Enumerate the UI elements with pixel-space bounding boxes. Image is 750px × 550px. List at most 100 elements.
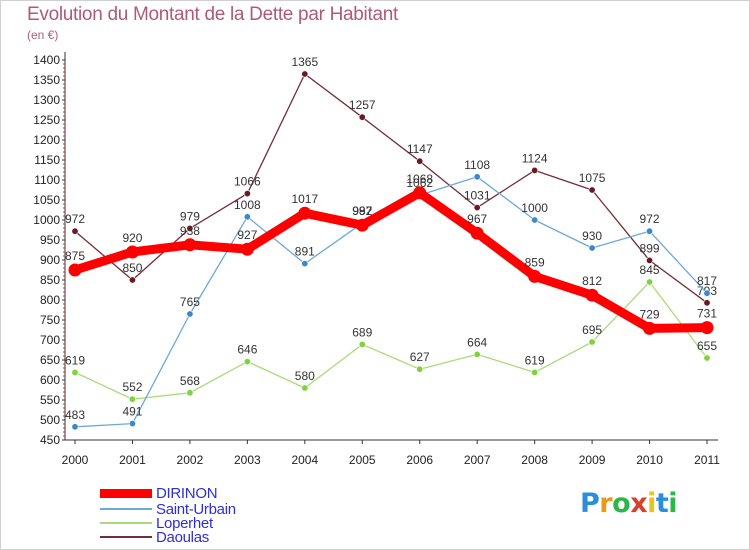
data-label: 927 bbox=[237, 228, 257, 242]
data-label: 731 bbox=[697, 307, 717, 321]
data-label: 1031 bbox=[464, 189, 491, 203]
data-point bbox=[301, 384, 309, 392]
data-point bbox=[585, 288, 599, 302]
data-point bbox=[355, 218, 369, 232]
x-tick-label: 2008 bbox=[521, 453, 548, 467]
legend-label: Saint-Urbain bbox=[156, 500, 236, 518]
legend-swatch bbox=[100, 536, 152, 538]
data-label: 1017 bbox=[291, 192, 318, 206]
data-point bbox=[186, 389, 194, 397]
data-label: 765 bbox=[180, 295, 200, 309]
data-label: 1000 bbox=[521, 201, 548, 215]
data-label: 619 bbox=[65, 353, 85, 367]
data-label: 899 bbox=[640, 241, 660, 255]
data-label: 655 bbox=[697, 339, 717, 353]
y-tick-label: 750 bbox=[40, 313, 60, 327]
x-tick-label: 2002 bbox=[177, 453, 204, 467]
data-label: 1108 bbox=[464, 158, 490, 172]
data-point bbox=[243, 213, 251, 221]
data-point bbox=[358, 113, 366, 121]
legend-swatch bbox=[100, 508, 152, 510]
y-tick-label: 1050 bbox=[33, 193, 60, 207]
logo-letter: i bbox=[668, 488, 678, 519]
x-tick-label: 2010 bbox=[636, 453, 663, 467]
logo-letter: t bbox=[655, 488, 669, 519]
data-point bbox=[531, 216, 539, 224]
y-tick-label: 700 bbox=[40, 333, 60, 347]
data-label: 627 bbox=[410, 350, 430, 364]
data-point bbox=[240, 242, 254, 256]
data-label: 992 bbox=[352, 204, 372, 218]
logo-letter: P bbox=[580, 488, 600, 519]
data-point bbox=[588, 244, 596, 252]
data-label: 1008 bbox=[234, 198, 261, 212]
data-label: 850 bbox=[122, 261, 142, 275]
x-tick-label: 2006 bbox=[406, 453, 433, 467]
legend-swatch bbox=[100, 522, 152, 524]
data-point bbox=[243, 190, 251, 198]
legend-item-saint-urbain: Saint-Urbain bbox=[100, 500, 236, 518]
x-tick-label: 2011 bbox=[694, 453, 720, 467]
x-tick-label: 2004 bbox=[291, 453, 318, 467]
y-tick-label: 550 bbox=[40, 393, 60, 407]
data-point bbox=[646, 227, 654, 235]
data-point bbox=[358, 340, 366, 348]
data-point bbox=[298, 206, 312, 220]
data-point bbox=[646, 256, 654, 264]
data-label: 1365 bbox=[291, 55, 318, 69]
y-tick-label: 1100 bbox=[34, 173, 60, 187]
logo-letter: i bbox=[647, 488, 656, 519]
x-tick-label: 2009 bbox=[579, 453, 606, 467]
y-tick-label: 1000 bbox=[33, 213, 60, 227]
proxiti-logo: Proxiti bbox=[580, 488, 678, 519]
data-label: 552 bbox=[122, 380, 142, 394]
data-label: 891 bbox=[295, 245, 315, 259]
y-tick-label: 450 bbox=[40, 433, 60, 447]
y-tick-label: 500 bbox=[40, 413, 60, 427]
data-point bbox=[186, 224, 194, 232]
data-point bbox=[531, 166, 539, 174]
data-point bbox=[646, 278, 654, 286]
data-point bbox=[473, 173, 481, 181]
data-label: 1257 bbox=[349, 98, 376, 112]
data-point bbox=[128, 276, 136, 284]
data-point bbox=[643, 321, 657, 335]
data-label: 1124 bbox=[522, 151, 548, 165]
data-label: 664 bbox=[467, 335, 487, 349]
data-point bbox=[301, 70, 309, 78]
data-point bbox=[473, 350, 481, 358]
logo-letter: r bbox=[599, 488, 613, 519]
data-point bbox=[416, 157, 424, 165]
y-tick-label: 950 bbox=[40, 233, 60, 247]
legend-item-dirinon: DIRINON bbox=[100, 485, 218, 502]
chart-unit: (en €) bbox=[27, 28, 59, 42]
data-label: 646 bbox=[237, 343, 257, 357]
data-label: 845 bbox=[640, 263, 660, 277]
x-tick-label: 2005 bbox=[349, 453, 376, 467]
data-label: 491 bbox=[122, 405, 142, 419]
data-label: 972 bbox=[65, 212, 85, 226]
legend-label: Loperhet bbox=[156, 514, 213, 532]
y-tick-label: 1150 bbox=[34, 153, 60, 167]
series-line-loperhet bbox=[74, 281, 708, 400]
data-label: 967 bbox=[467, 212, 487, 226]
data-point bbox=[528, 269, 542, 283]
x-tick-label: 2001 bbox=[119, 453, 146, 467]
data-label: 920 bbox=[122, 231, 142, 245]
data-label: 729 bbox=[640, 307, 660, 321]
data-label: 1068 bbox=[406, 172, 433, 186]
y-tick-label: 800 bbox=[40, 293, 60, 307]
series-line-dirinon bbox=[70, 188, 712, 333]
chart-title: Evolution du Montant de la Dette par Hab… bbox=[27, 4, 398, 25]
data-label: 689 bbox=[352, 325, 372, 339]
data-point bbox=[416, 365, 424, 373]
data-label: 812 bbox=[582, 274, 602, 288]
legend-item-daoulas: Daoulas bbox=[100, 529, 209, 546]
y-tick-label: 600 bbox=[40, 373, 60, 387]
data-label: 619 bbox=[525, 353, 545, 367]
data-label: 1062 bbox=[406, 176, 433, 190]
data-label: 483 bbox=[65, 408, 85, 422]
data-label: 979 bbox=[180, 209, 200, 223]
x-tick-label: 2007 bbox=[464, 453, 491, 467]
logo-letter: x bbox=[630, 488, 648, 519]
